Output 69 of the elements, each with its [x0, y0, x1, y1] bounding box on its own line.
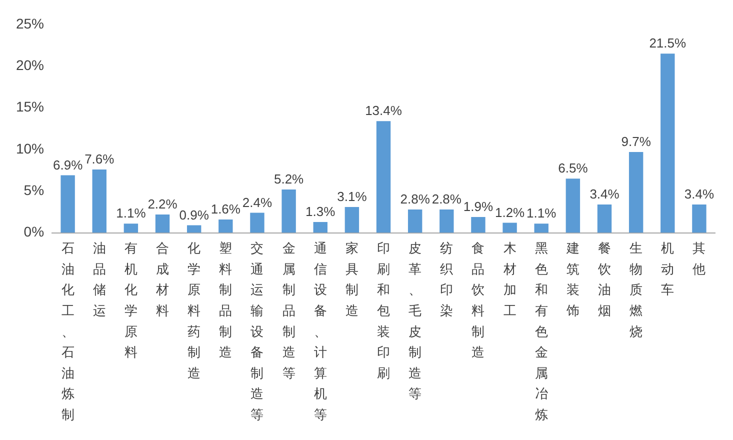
data-label: 2.8% [400, 192, 430, 207]
data-label: 1.6% [210, 202, 241, 217]
data-label: 2.8% [432, 192, 462, 207]
x-tick-label: 生物质燃烧 [630, 242, 643, 340]
x-tick-label: 塑料制品制造 [219, 240, 232, 361]
data-label: 1.2% [494, 204, 526, 220]
bar [186, 225, 202, 233]
y-tick-label: 25% [16, 15, 44, 32]
bar [502, 222, 517, 233]
data-label: 3.4% [590, 186, 620, 202]
bar [344, 206, 360, 233]
x-tick-label: 食品饮料制造 [470, 242, 485, 361]
bar [566, 178, 580, 233]
bar [692, 204, 706, 233]
x-tick-label: 皮革、毛皮制造等 [408, 242, 422, 402]
bar [534, 224, 548, 233]
x-tick-label: 木材加工 [502, 242, 516, 319]
data-label: 13.4% [365, 103, 402, 118]
y-tick-label: 20% [16, 56, 44, 73]
bar [60, 175, 75, 233]
data-label: 21.5% [649, 36, 687, 51]
x-tick-label: 化学原料药制造 [188, 242, 201, 382]
bar [250, 212, 264, 233]
x-tick-label: 机动车 [661, 242, 674, 298]
data-label: 5.2% [274, 172, 304, 187]
bar [440, 209, 454, 233]
category-label: 交通运输设备制造等 [250, 242, 264, 423]
data-label: 2.4% [242, 194, 272, 210]
category-label: 黑色和有色金属冶炼 [534, 242, 548, 423]
bar [628, 152, 644, 233]
y-tick-label: 0% [24, 224, 44, 240]
data-label: 3.4% [684, 186, 714, 202]
bar [471, 216, 486, 233]
data-label: 1.3% [306, 204, 336, 220]
bar [124, 224, 138, 233]
data-label: 6.5% [558, 160, 588, 176]
data-label: 2.2% [148, 196, 178, 212]
y-tick-label: 10% [16, 140, 44, 156]
category-label: 通信设备、计算机等 [314, 242, 327, 423]
bar [660, 54, 675, 233]
x-tick-label: 印刷和包装印刷 [377, 242, 390, 382]
bar [376, 121, 391, 233]
x-tick-label: 有机化学原料 [124, 242, 138, 361]
bar [155, 214, 170, 233]
x-tick-label: 合成材料 [155, 242, 170, 319]
x-tick-label: 建筑装饰 [565, 242, 580, 319]
bar [218, 219, 233, 233]
x-tick-label: 餐饮油烟 [597, 242, 612, 319]
data-label: 1.1% [526, 206, 557, 221]
bar [313, 222, 328, 233]
bar [408, 209, 422, 233]
y-tick-label: 5% [24, 182, 44, 198]
data-label: 0.9% [179, 207, 210, 222]
x-tick-label: 油品储运 [92, 242, 106, 319]
x-tick-label: 纺织印染 [440, 242, 454, 319]
bar [597, 204, 612, 233]
data-label: 9.7% [621, 134, 652, 150]
data-label: 3.1% [337, 189, 368, 204]
x-tick-label: 金属制品制造等 [282, 242, 296, 382]
bar [92, 169, 106, 233]
data-label: 1.1% [116, 206, 146, 221]
data-label: 7.6% [84, 152, 115, 167]
data-label: 1.9% [463, 199, 494, 214]
bar [282, 189, 296, 233]
y-tick-label: 15% [16, 98, 44, 115]
x-tick-label: 其他 [692, 242, 706, 278]
category-label: 石油化工、石油炼制 [61, 242, 74, 423]
x-tick-label: 家具制造 [345, 240, 358, 319]
data-label: 6.9% [52, 157, 84, 172]
